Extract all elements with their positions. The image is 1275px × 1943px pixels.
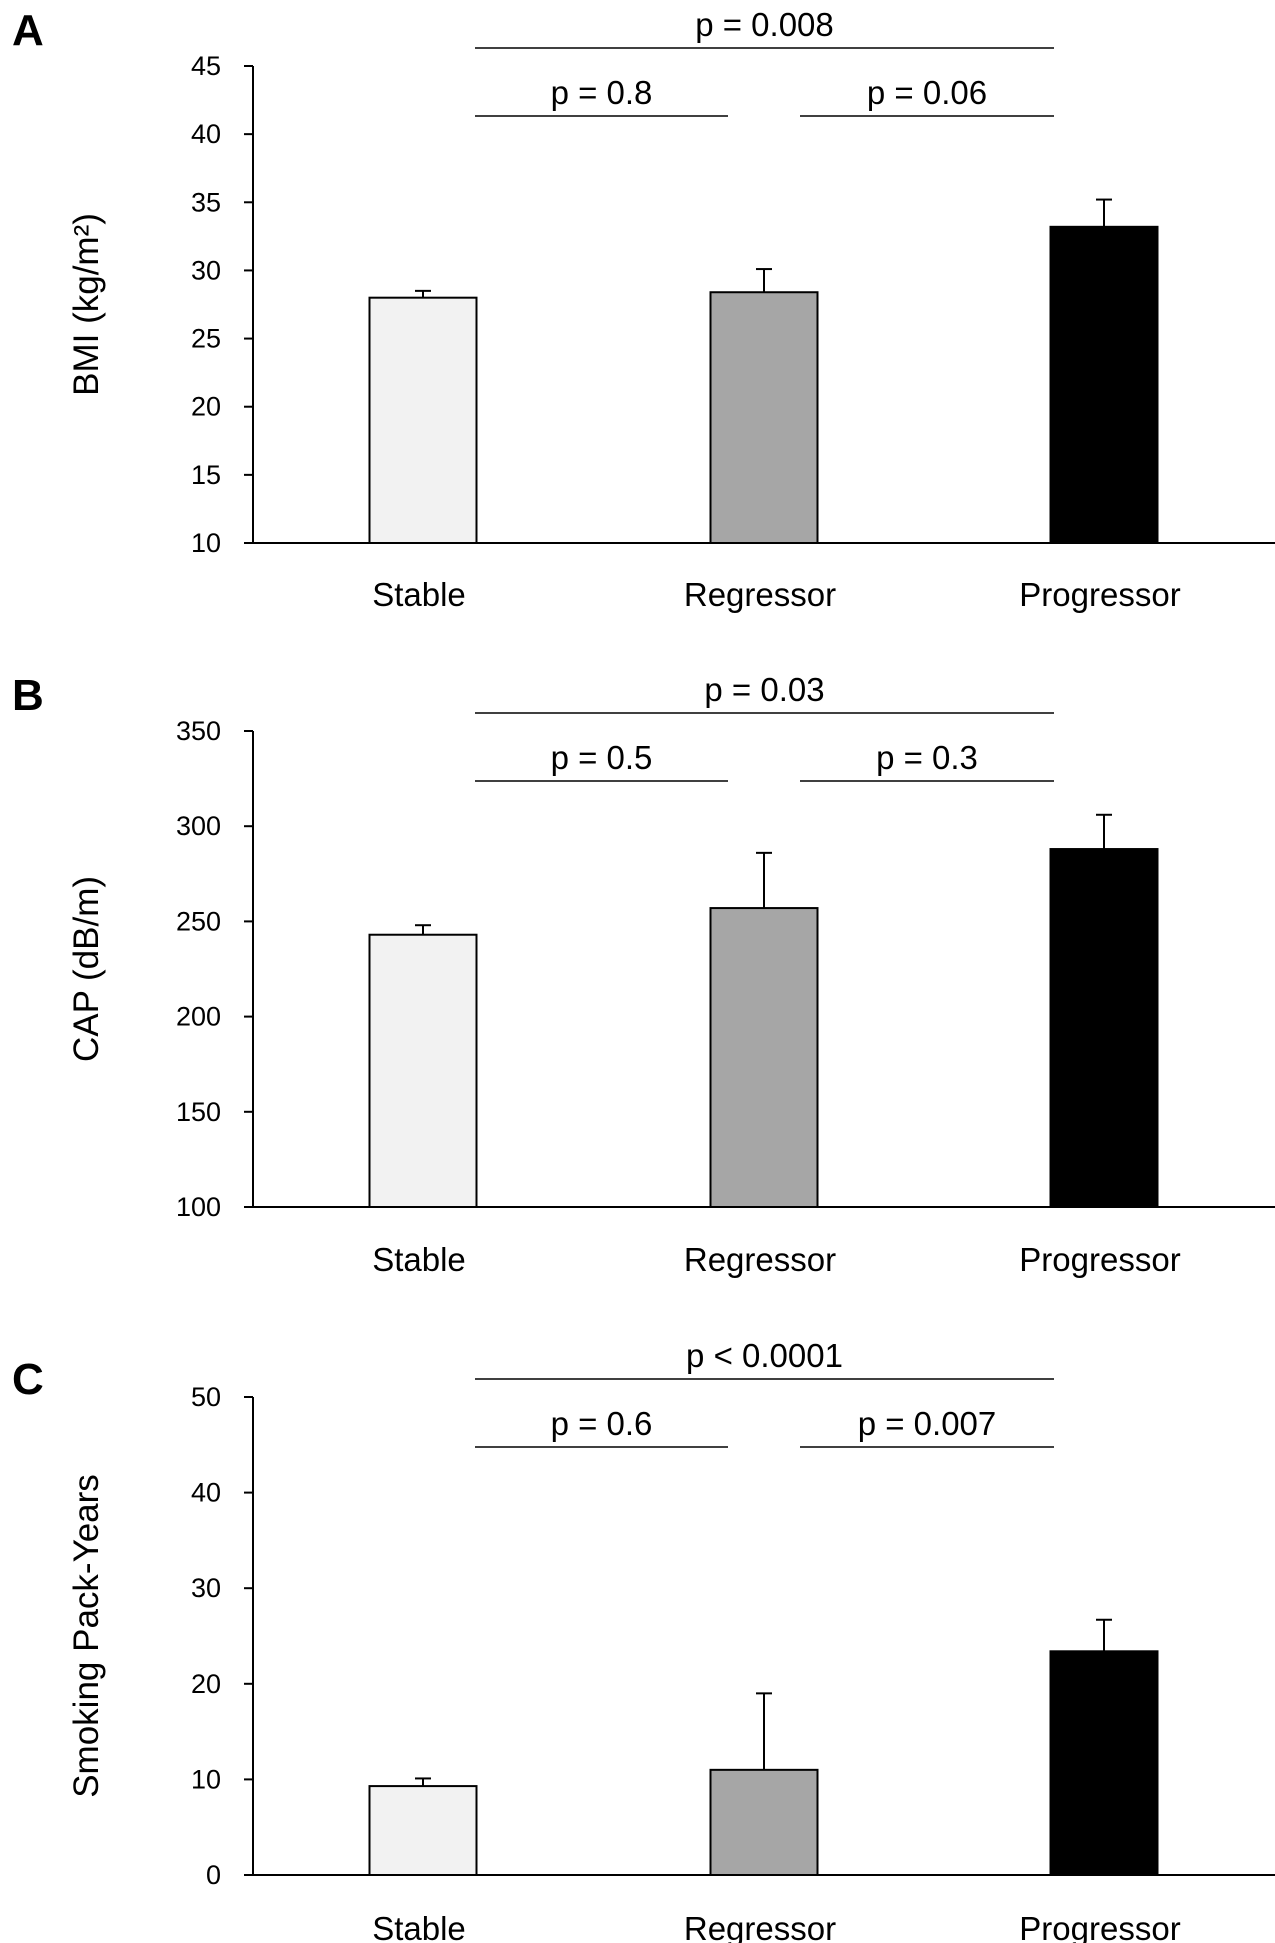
bar-progressor [1049, 225, 1159, 544]
y-tick-label: 350 [176, 716, 221, 746]
y-tick-label: 150 [176, 1097, 221, 1127]
panel-label: C [12, 1355, 44, 1404]
y-tick-label: 100 [176, 1192, 221, 1222]
category-label: Regressor [684, 1241, 836, 1278]
y-axis-title: BMI (kg/m²) [67, 213, 106, 396]
category-label: Progressor [1019, 576, 1180, 613]
bar-regressor [709, 291, 819, 544]
p-value-label: p < 0.0001 [686, 1337, 843, 1374]
p-value-label: p = 0.5 [551, 739, 653, 776]
p-value-label: p = 0.3 [876, 739, 978, 776]
y-tick-label: 15 [191, 460, 221, 490]
p-value-label: p = 0.008 [695, 6, 834, 43]
y-tick-label: 40 [191, 1478, 221, 1508]
y-axis-title: CAP (dB/m) [67, 876, 106, 1062]
category-label: Stable [372, 1241, 466, 1278]
panel-c: C 0 10 20 30 40 50 Smoking Pack-Years Stable Regr… [12, 1337, 1275, 1943]
bar-stable [368, 1785, 478, 1877]
p-value-label: p = 0.06 [867, 74, 987, 111]
y-tick-label: 30 [191, 255, 221, 285]
bar-progressor [1049, 1650, 1159, 1877]
y-tick-label: 10 [191, 1764, 221, 1794]
y-tick-label: 35 [191, 187, 221, 217]
y-tick-label: 10 [191, 528, 221, 558]
category-label: Stable [372, 1910, 466, 1943]
p-value-label: p = 0.6 [551, 1405, 653, 1442]
category-label: Stable [372, 576, 466, 613]
p-value-label: p = 0.03 [704, 671, 824, 708]
y-tick-label: 20 [191, 392, 221, 422]
panel-label: A [12, 6, 44, 55]
p-value-label: p = 0.007 [858, 1405, 997, 1442]
y-tick-label: 0 [206, 1860, 221, 1890]
category-label: Regressor [684, 1910, 836, 1943]
bar-regressor [709, 1768, 819, 1876]
y-tick-label: 20 [191, 1669, 221, 1699]
y-tick-label: 50 [191, 1382, 221, 1412]
y-tick-label: 300 [176, 811, 221, 841]
panel-b: B 100 150 200 250 300 350 CAP (dB/m) Stable Regre… [12, 671, 1275, 1278]
y-axis-title: Smoking Pack-Years [67, 1474, 106, 1798]
p-value-label: p = 0.8 [551, 74, 653, 111]
category-label: Progressor [1019, 1910, 1180, 1943]
category-label: Progressor [1019, 1241, 1180, 1278]
y-tick-label: 45 [191, 51, 221, 81]
y-tick-label: 25 [191, 324, 221, 354]
bar-stable [368, 933, 478, 1209]
panel-label: B [12, 671, 44, 720]
y-tick-label: 250 [176, 906, 221, 936]
panel-a: A 10 15 20 25 30 35 40 45 BMI (kg/m²) Stable Regres… [12, 6, 1275, 613]
y-tick-label: 40 [191, 119, 221, 149]
bar-progressor [1049, 848, 1159, 1208]
y-tick-label: 30 [191, 1573, 221, 1603]
bar-regressor [709, 907, 819, 1209]
bar-stable [368, 296, 478, 544]
y-tick-label: 200 [176, 1002, 221, 1032]
category-label: Regressor [684, 576, 836, 613]
